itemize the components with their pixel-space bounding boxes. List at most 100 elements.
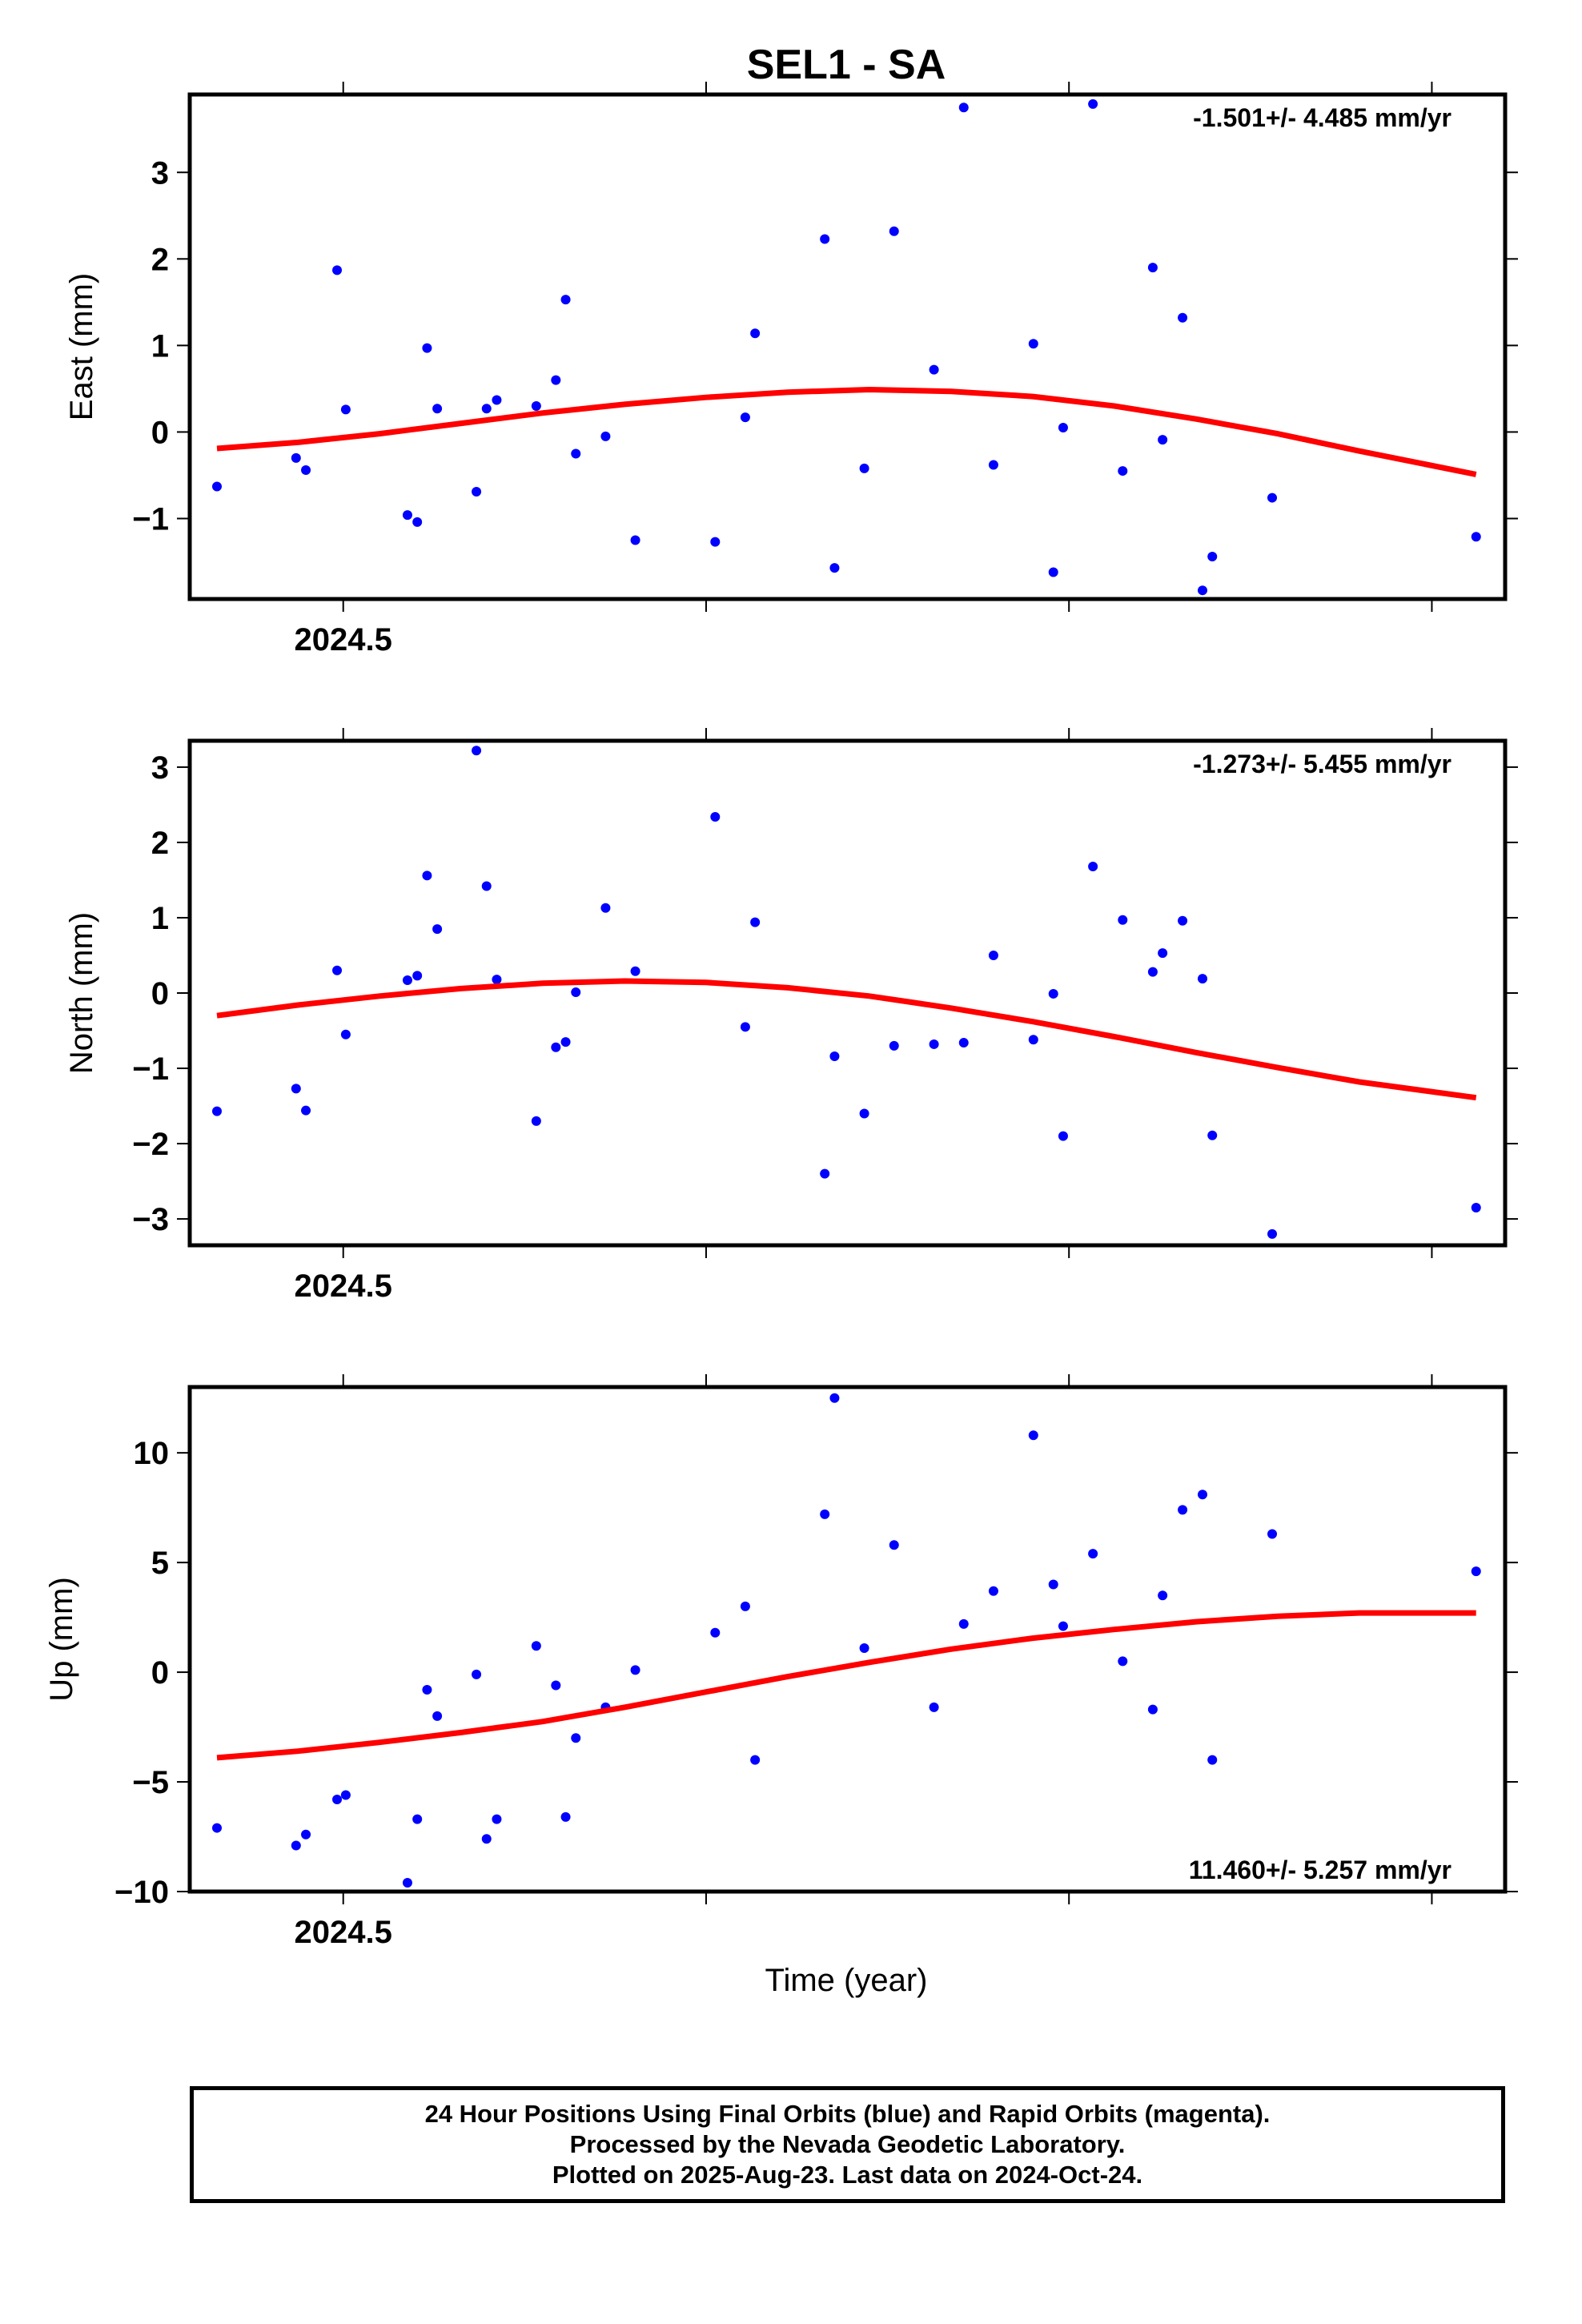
data-point: [412, 517, 423, 527]
data-point: [820, 1509, 830, 1519]
data-point: [889, 226, 899, 236]
y-tick-label: −5: [132, 1765, 169, 1800]
data-point: [958, 103, 969, 113]
velocity-label: -1.501+/- 4.485 mm/yr: [1193, 103, 1452, 132]
y-tick-label: 1: [151, 328, 169, 364]
velocity-label: 11.460+/- 5.257 mm/yr: [1189, 1856, 1452, 1884]
data-point: [1118, 915, 1128, 925]
data-point: [571, 448, 581, 459]
data-point: [889, 1540, 899, 1550]
data-point: [1088, 1549, 1098, 1559]
data-point: [958, 1618, 969, 1629]
y-tick-label: 0: [151, 1655, 169, 1691]
data-point: [531, 1116, 541, 1126]
data-point: [422, 343, 432, 353]
data-point: [929, 364, 939, 375]
data-point: [1207, 1755, 1218, 1765]
data-point: [750, 1755, 761, 1765]
data-point: [1058, 423, 1068, 433]
data-point: [211, 481, 222, 492]
footer-line-1: 24 Hour Positions Using Final Orbits (bl…: [424, 2100, 1271, 2128]
data-point: [560, 1811, 571, 1822]
data-point: [1197, 585, 1207, 596]
data-point: [340, 404, 351, 415]
data-point: [1088, 862, 1098, 872]
panel-3: −10 −5 0 5 10 2024.5 Up (mm) 11.460+/- 5.257 mm…: [44, 1374, 1518, 1950]
fit-curve: [216, 978, 1477, 1101]
data-point: [1048, 1579, 1058, 1590]
data-point: [1058, 1621, 1068, 1631]
data-point: [1147, 1704, 1158, 1715]
data-point: [481, 1834, 492, 1844]
data-point: [291, 1084, 301, 1094]
data-point: [1048, 988, 1058, 999]
x-tick-label: 2024.5: [295, 622, 392, 657]
data-point: [531, 401, 541, 412]
data-point: [481, 881, 492, 891]
y-axis-label: Up (mm): [44, 1577, 79, 1702]
y-tick-label: 2: [151, 826, 169, 861]
data-point: [531, 1641, 541, 1651]
panel-2: −3 −2 −1 0 1 2 3 2024.5 North (mm) -1.273+/- 5.45…: [64, 728, 1518, 1304]
data-point: [291, 1840, 301, 1851]
data-point: [958, 1038, 969, 1048]
data-point: [1471, 1202, 1481, 1212]
data-point: [1197, 1490, 1207, 1500]
data-point: [630, 966, 640, 976]
data-point: [1118, 1656, 1128, 1667]
data-point: [1147, 967, 1158, 977]
data-point: [750, 917, 761, 927]
y-tick-label: 5: [151, 1546, 169, 1581]
data-point: [929, 1039, 939, 1049]
data-point: [1267, 1529, 1278, 1539]
footer-info-box: 24 Hour Positions Using Final Orbits (bl…: [190, 2086, 1505, 2203]
y-tick-label: 3: [151, 155, 169, 191]
data-point: [889, 1040, 899, 1051]
data-point: [740, 412, 750, 423]
data-point: [402, 1878, 412, 1888]
chart-title: SEL1 - SA: [747, 42, 946, 88]
data-point: [1028, 1430, 1038, 1441]
y-axis-label: North (mm): [64, 912, 99, 1074]
x-tick-label: 2024.5: [295, 1269, 392, 1304]
data-point: [710, 811, 721, 822]
data-point: [402, 975, 412, 986]
y-tick-label: 2: [151, 242, 169, 277]
data-point: [600, 431, 611, 441]
plot-frame: [187, 92, 1508, 601]
data-point: [740, 1022, 750, 1032]
data-point: [492, 395, 502, 405]
data-point: [560, 295, 571, 305]
data-point: [1048, 567, 1058, 577]
data-point: [481, 404, 492, 414]
data-point: [301, 1829, 311, 1839]
y-tick-label: −1: [132, 1051, 169, 1087]
data-point: [340, 1029, 351, 1039]
data-point: [551, 1680, 561, 1691]
data-point: [1207, 552, 1218, 562]
data-point: [1158, 948, 1168, 959]
data-point: [432, 1711, 443, 1721]
fit-curve: [216, 1610, 1476, 1761]
y-tick-label: −2: [132, 1127, 169, 1162]
data-point: [551, 375, 561, 385]
x-tick-label: 2024.5: [295, 1915, 392, 1950]
y-tick-label: 1: [151, 901, 169, 936]
data-point: [551, 1042, 561, 1052]
data-point: [630, 535, 640, 545]
data-point: [332, 265, 343, 275]
data-point: [492, 1814, 502, 1824]
data-point: [1028, 339, 1038, 349]
data-point: [829, 1393, 840, 1403]
data-point: [291, 452, 301, 463]
data-point: [571, 1733, 581, 1743]
data-point: [402, 510, 412, 521]
data-point: [472, 1669, 482, 1679]
data-point: [571, 987, 581, 998]
y-tick-label: 0: [151, 976, 169, 1011]
data-point: [422, 870, 432, 881]
data-point: [472, 746, 482, 756]
data-point: [1158, 1590, 1168, 1601]
footer-line-2: Processed by the Nevada Geodetic Laborat…: [569, 2130, 1126, 2158]
